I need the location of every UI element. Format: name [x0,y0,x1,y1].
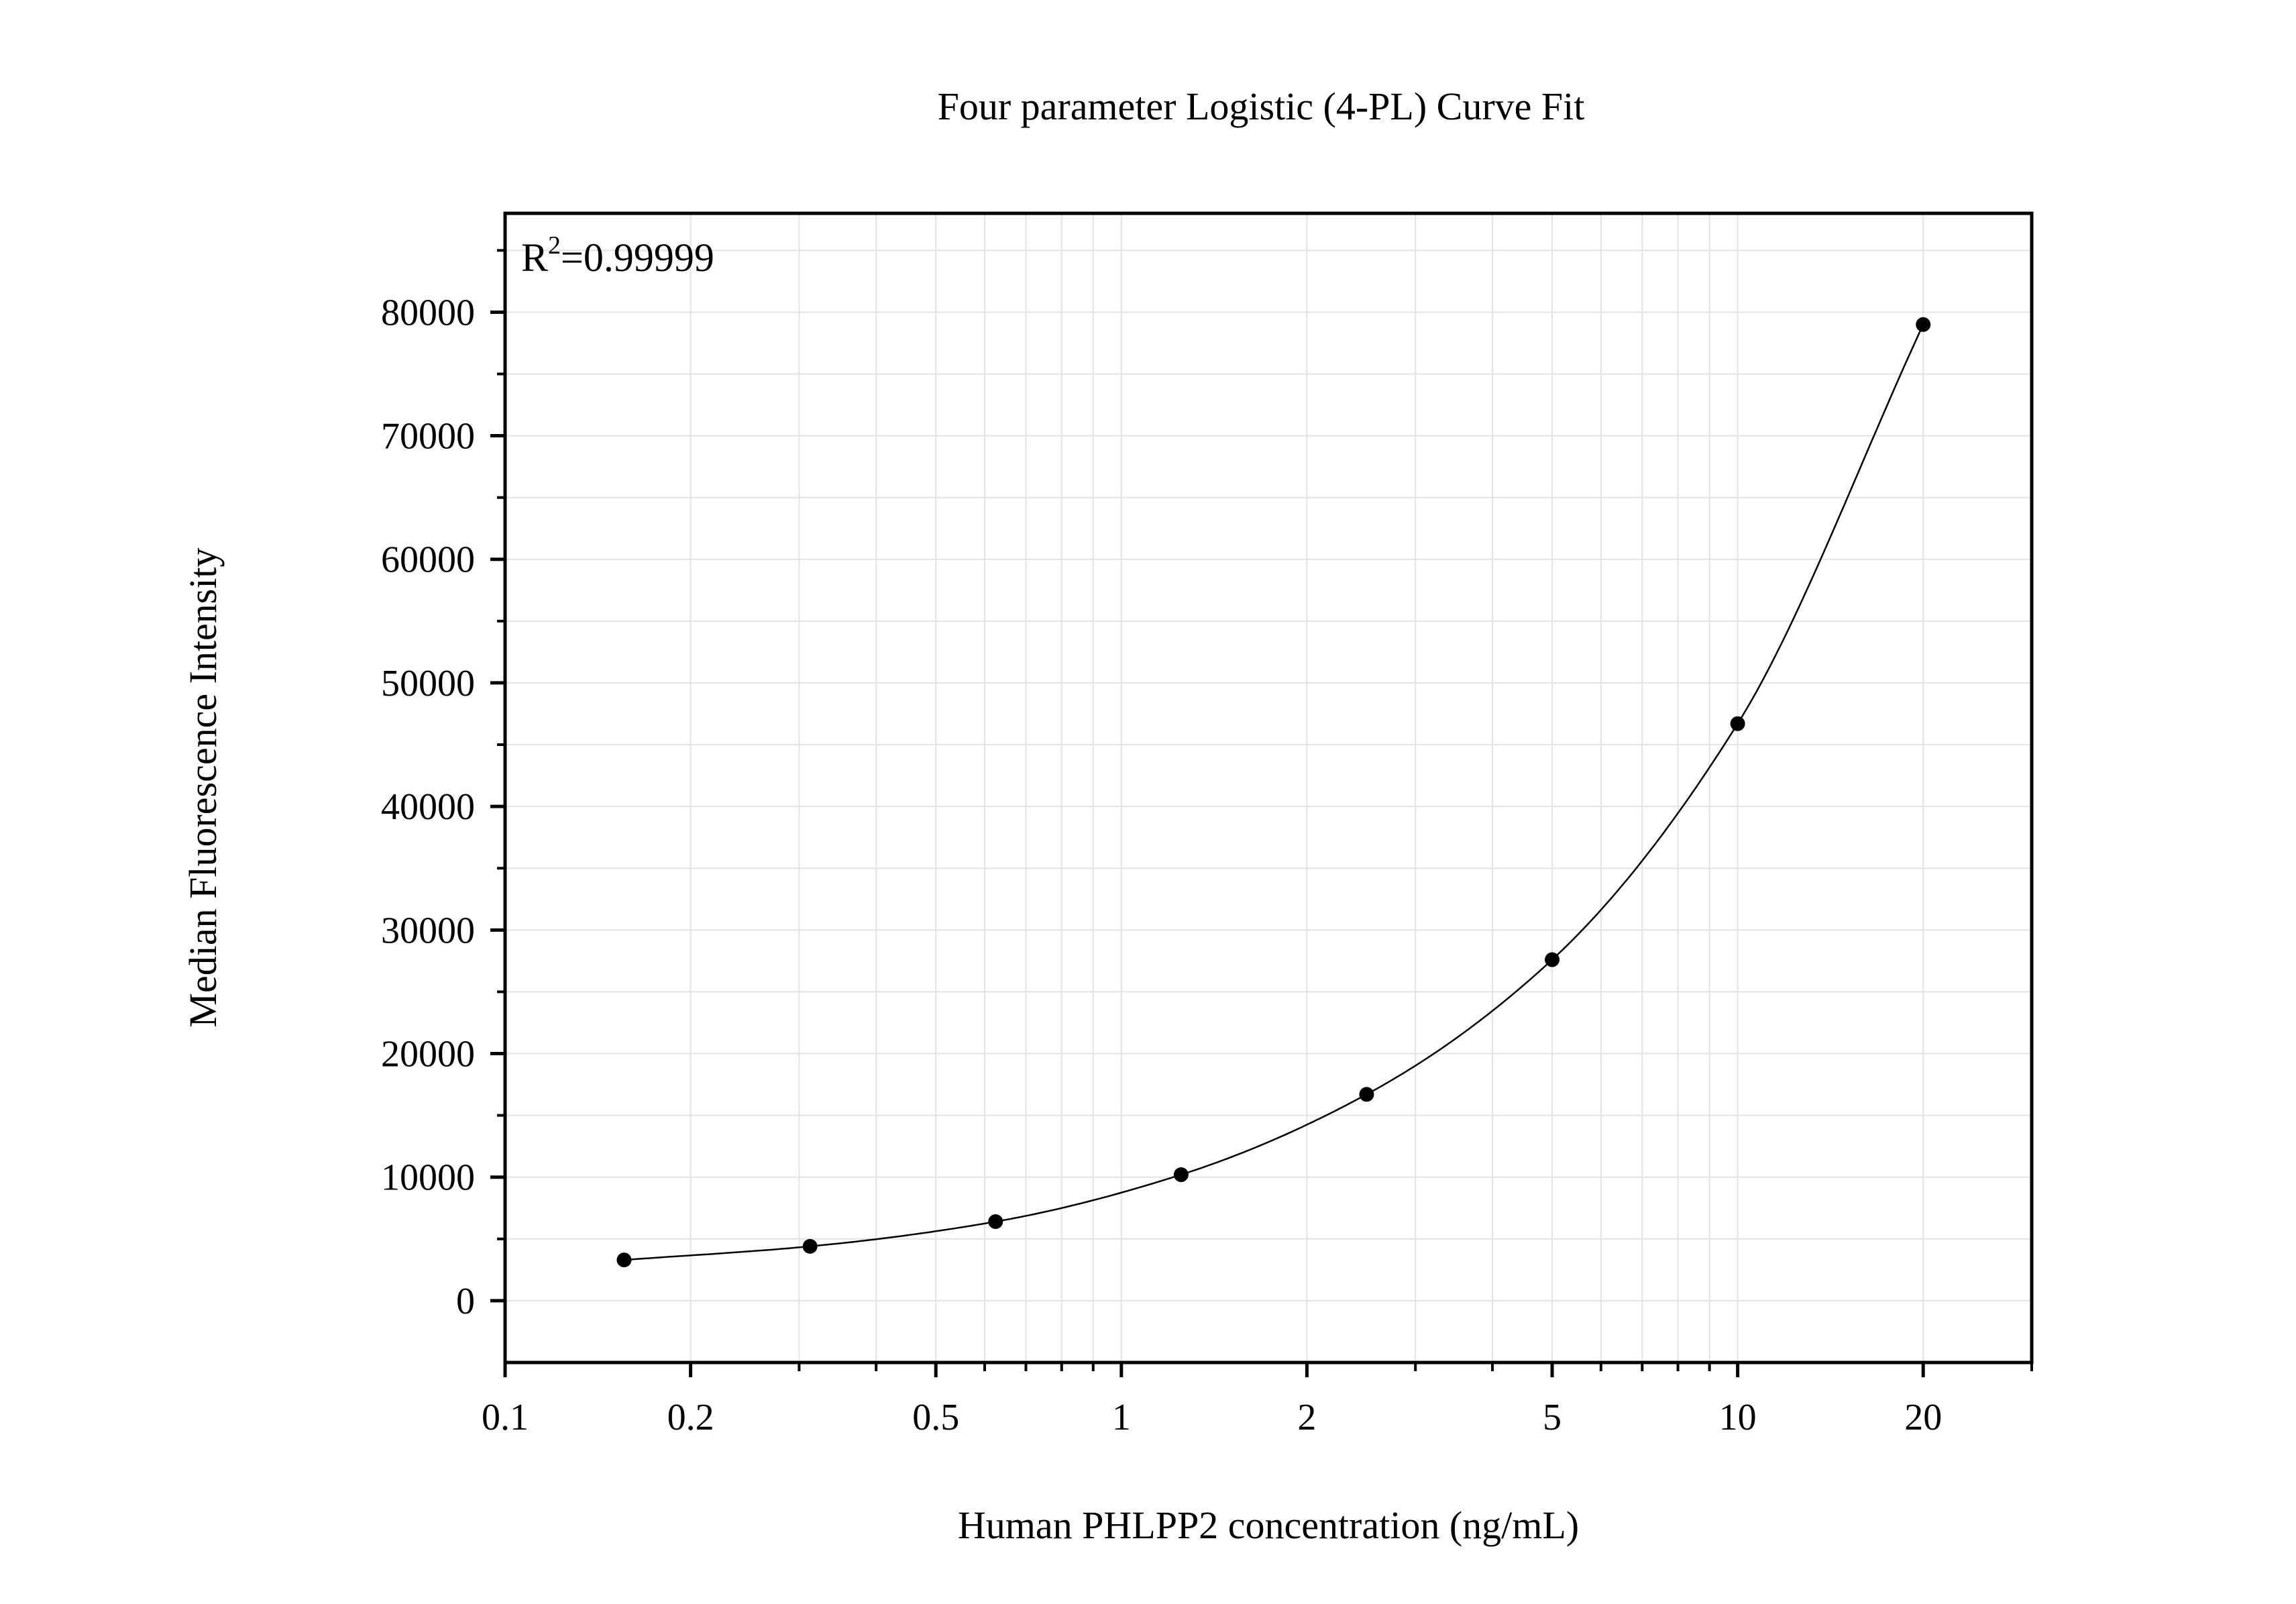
y-axis: 0 10000 20000 30000 40000 50000 60000 70000 8000… [381,249,505,1322]
y-tick-label: 30000 [381,910,475,951]
y-tick-label: 0 [456,1281,475,1322]
x-tick-label: 0.5 [912,1397,959,1438]
y-tick-label: 10000 [381,1157,475,1199]
x-tick-label: 10 [1719,1397,1757,1438]
plot-frame [503,211,2034,1365]
x-tick-label: 2 [1297,1397,1316,1438]
data-point [1359,1087,1374,1102]
chart-title: Four parameter Logistic (4-PL) Curve Fit [938,85,1585,128]
data-point [988,1214,1003,1230]
x-tick-label: 1 [1112,1397,1131,1438]
y-axis-label: Median Fluorescence Intensity [181,547,225,1027]
y-tick-label: 20000 [381,1034,475,1075]
x-tick-label: 0.2 [667,1397,714,1438]
data-point [616,1252,632,1268]
x-tick-label: 20 [1904,1397,1942,1438]
y-tick-label: 80000 [381,292,475,333]
data-point [1730,716,1745,731]
grid [505,213,2032,1362]
y-tick-label: 40000 [381,786,475,828]
data-point [1545,952,1560,967]
data-point [1173,1167,1189,1183]
x-tick-label: 0.1 [482,1397,529,1438]
fit-curve [624,324,1924,1261]
x-axis: 0.1 0.2 0.5 1 2 5 10 20 [482,1362,2033,1438]
y-tick-label: 70000 [381,416,475,458]
x-tick-label: 5 [1543,1397,1562,1438]
data-point [802,1238,818,1254]
r-squared-annotation: R2=0.99999 [521,231,714,280]
data-point [1916,317,1931,332]
data-points [616,317,1931,1268]
y-tick-label: 50000 [381,663,475,704]
x-axis-label: Human PHLPP2 concentration (ng/mL) [958,1503,1579,1547]
y-tick-label: 60000 [381,539,475,581]
